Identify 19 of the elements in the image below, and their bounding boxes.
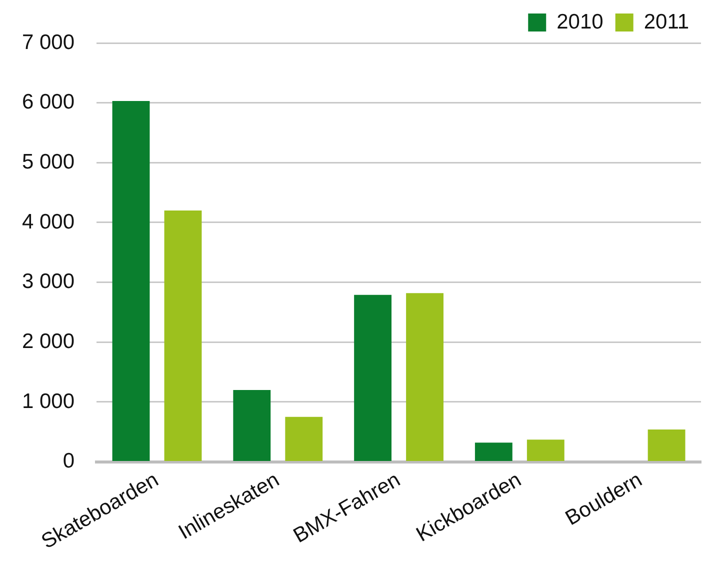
bar bbox=[474, 442, 512, 462]
bar bbox=[526, 440, 564, 462]
y-tick-label: 7 000 bbox=[22, 30, 75, 54]
y-tick-label: 4 000 bbox=[22, 210, 75, 234]
y-tick-label: 1 000 bbox=[22, 390, 75, 413]
y-tick-label: 2 000 bbox=[22, 330, 75, 353]
y-tick-label: 3 000 bbox=[22, 270, 75, 294]
bar bbox=[354, 294, 392, 462]
bar bbox=[112, 101, 150, 462]
y-tick-label: 5 000 bbox=[22, 150, 75, 174]
legend-label: 2010 bbox=[556, 10, 604, 34]
bar bbox=[233, 390, 271, 462]
bar bbox=[285, 416, 323, 462]
legend-label: 2011 bbox=[644, 10, 690, 34]
y-tick-label: 6 000 bbox=[22, 90, 75, 114]
bar bbox=[648, 429, 686, 462]
bar bbox=[164, 210, 202, 462]
y-tick-label: 0 bbox=[62, 450, 75, 473]
bar bbox=[406, 293, 444, 462]
